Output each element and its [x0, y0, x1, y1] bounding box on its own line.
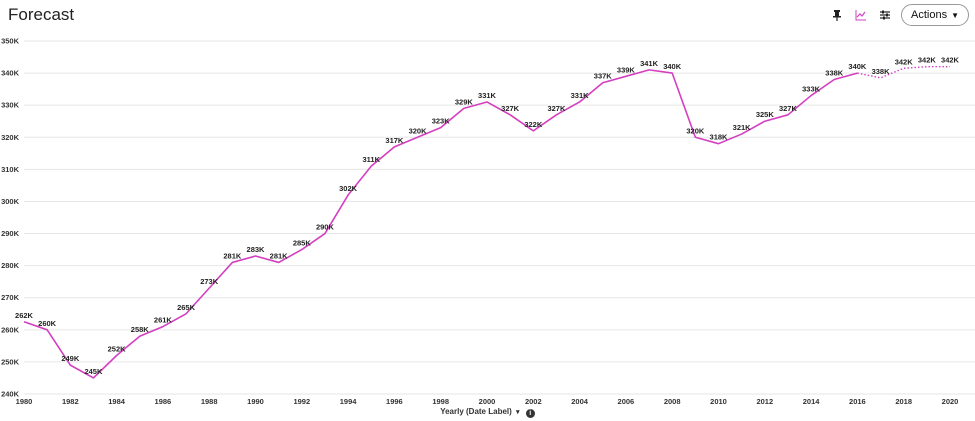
data-label: 322K	[524, 120, 543, 129]
x-tick-label: 2002	[525, 397, 542, 406]
y-tick-label: 260K	[1, 325, 20, 334]
data-label: 320K	[409, 126, 428, 135]
x-tick-label: 2016	[849, 397, 866, 406]
pin-icon[interactable]	[829, 7, 845, 23]
info-icon[interactable]: i	[525, 409, 535, 418]
x-tick-label: 1990	[247, 397, 264, 406]
x-tick-label: 2020	[942, 397, 959, 406]
x-tick-label: 1994	[340, 397, 358, 406]
data-label: 327K	[779, 104, 798, 113]
data-label: 320K	[686, 126, 705, 135]
data-label: 327K	[501, 104, 520, 113]
data-label: 262K	[15, 311, 34, 320]
data-label: 318K	[710, 133, 729, 142]
data-label: 338K	[825, 69, 844, 78]
data-label: 341K	[640, 59, 659, 68]
data-label: 321K	[733, 123, 752, 132]
x-tick-label: 1984	[108, 397, 126, 406]
data-label: 342K	[941, 56, 960, 65]
x-tick-label: 2004	[571, 397, 589, 406]
y-tick-label: 330K	[1, 101, 20, 110]
data-label: 342K	[918, 56, 937, 65]
data-label: 252K	[108, 344, 127, 353]
data-label: 260K	[38, 319, 57, 328]
data-label: 283K	[247, 245, 266, 254]
x-axis-title[interactable]: Yearly (Date Label)	[440, 407, 512, 416]
data-label: 285K	[293, 239, 312, 248]
data-label: 273K	[200, 277, 219, 286]
data-label: 342K	[895, 57, 914, 66]
data-label: 281K	[270, 251, 289, 260]
data-label: 333K	[802, 85, 821, 94]
actions-button[interactable]: Actions ▼	[901, 4, 969, 26]
data-label: 327K	[547, 104, 566, 113]
x-tick-label: 1980	[16, 397, 33, 406]
data-label: 331K	[571, 91, 590, 100]
data-label: 325K	[756, 110, 775, 119]
chart-type-icon[interactable]	[853, 7, 869, 23]
data-label: 261K	[154, 316, 173, 325]
actions-button-label: Actions	[911, 9, 948, 21]
data-label: 339K	[617, 65, 636, 74]
data-label: 338K	[872, 67, 891, 76]
chart-toolbar: Actions ▼	[829, 4, 969, 26]
data-label: 302K	[339, 184, 358, 193]
x-axis-title-wrap: Yearly (Date Label) ▾ i	[0, 407, 975, 418]
data-label: 311K	[362, 155, 380, 164]
y-tick-label: 300K	[1, 197, 20, 206]
x-tick-label: 1992	[293, 397, 310, 406]
y-tick-label: 340K	[1, 69, 20, 78]
x-tick-label: 2018	[895, 397, 912, 406]
x-tick-label: 1996	[386, 397, 403, 406]
x-tick-label: 1986	[155, 397, 172, 406]
x-tick-label: 2012	[756, 397, 773, 406]
y-tick-label: 310K	[1, 165, 20, 174]
y-tick-label: 250K	[1, 357, 20, 366]
data-label: 317K	[385, 136, 404, 145]
data-label: 340K	[663, 62, 682, 71]
x-tick-label: 2010	[710, 397, 727, 406]
data-label: 290K	[316, 223, 335, 232]
data-label: 281K	[223, 251, 242, 260]
data-label: 258K	[131, 325, 150, 334]
sort-caret-icon[interactable]: ▾	[516, 409, 520, 416]
data-label: 331K	[478, 91, 497, 100]
x-tick-label: 2006	[618, 397, 635, 406]
y-tick-label: 240K	[1, 390, 20, 399]
y-tick-label: 320K	[1, 133, 20, 142]
x-tick-label: 2000	[479, 397, 496, 406]
x-tick-label: 2014	[803, 397, 821, 406]
x-tick-label: 1988	[201, 397, 218, 406]
y-tick-label: 280K	[1, 261, 20, 270]
y-tick-label: 350K	[1, 37, 20, 46]
page-title: Forecast	[8, 5, 75, 24]
x-tick-label: 1982	[62, 397, 79, 406]
y-tick-label: 270K	[1, 293, 20, 302]
x-tick-label: 2008	[664, 397, 681, 406]
data-label: 323K	[432, 117, 451, 126]
data-label: 249K	[61, 354, 80, 363]
caret-down-icon: ▼	[951, 10, 959, 20]
data-label: 245K	[84, 367, 103, 376]
actual-series-line	[23, 69, 858, 379]
data-label: 265K	[177, 303, 196, 312]
y-tick-label: 290K	[1, 229, 20, 238]
settings-sliders-icon[interactable]	[877, 7, 893, 23]
data-label: 337K	[594, 72, 613, 81]
data-label: 340K	[848, 62, 867, 71]
data-label: 329K	[455, 97, 474, 106]
x-tick-label: 1998	[432, 397, 449, 406]
